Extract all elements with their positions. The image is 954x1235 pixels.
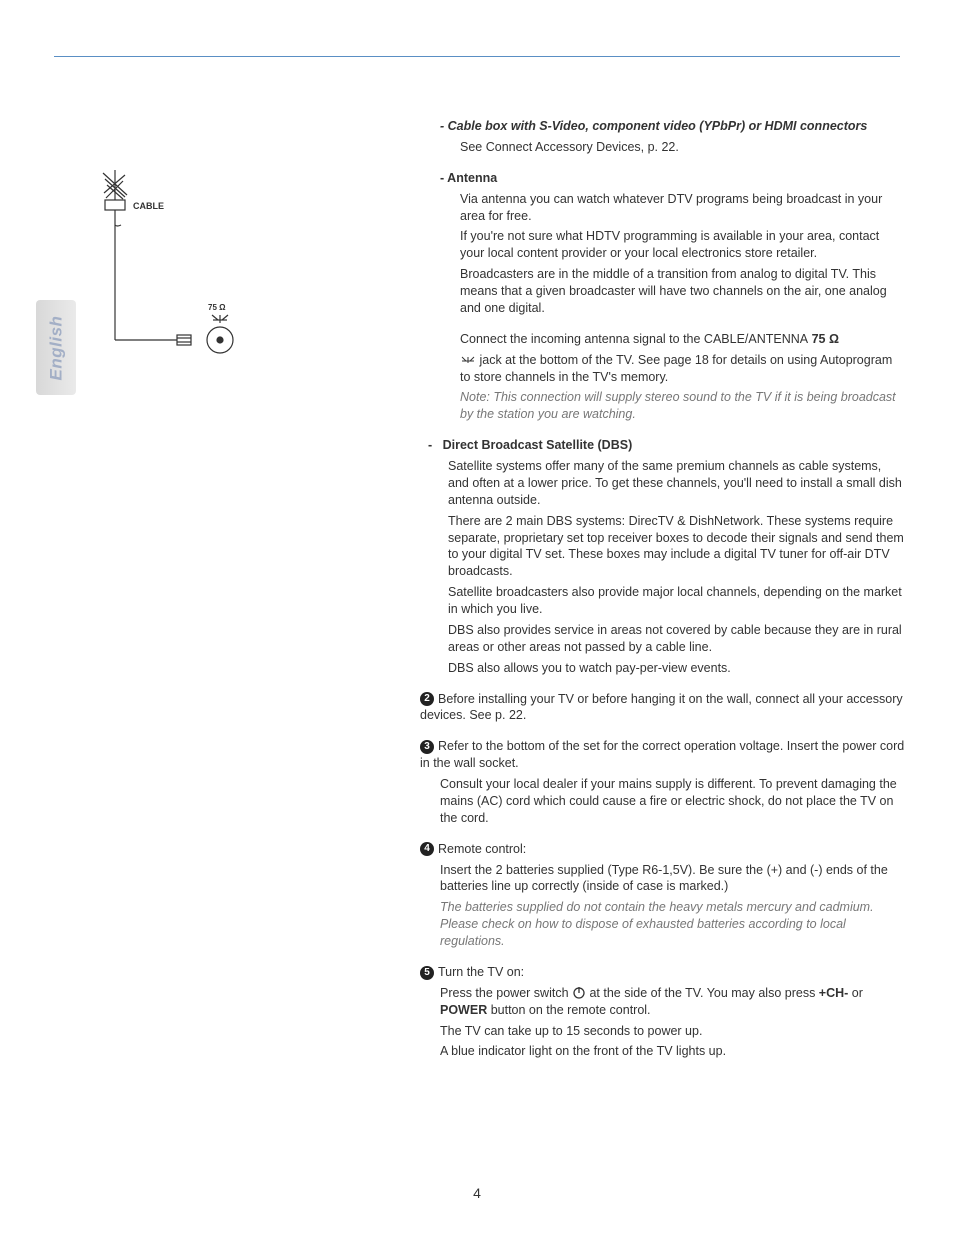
step-4: 4Remote control: Insert the 2 batteries … (420, 841, 905, 950)
power-icon (572, 986, 586, 1000)
language-tab-label: English (46, 315, 66, 380)
page-number: 4 (0, 1185, 954, 1201)
antenna-note: Note: This connection will supply stereo… (460, 389, 905, 423)
antenna-jack: jack at the bottom of the TV. See page 1… (460, 352, 905, 386)
step2-badge: 2 (420, 692, 434, 706)
step4-badge: 4 (420, 842, 434, 856)
cablebox-body: See Connect Accessory Devices, p. 22. (460, 139, 905, 156)
cablebox-title: - Cable box with S-Video, component vide… (440, 118, 905, 135)
step5-badge: 5 (420, 966, 434, 980)
step-5: 5Turn the TV on: Press the power switch … (420, 964, 905, 1060)
dbs-p2: There are 2 main DBS systems: DirecTV & … (448, 513, 905, 581)
section-antenna: - Antenna Via antenna you can watch what… (440, 170, 905, 423)
dbs-p1: Satellite systems offer many of the same… (448, 458, 905, 509)
antenna-jack-icon (460, 355, 476, 365)
step-3: 3Refer to the bottom of the set for the … (420, 738, 905, 826)
dbs-heading: - Direct Broadcast Satellite (DBS) (428, 437, 905, 454)
language-tab: English (36, 300, 76, 395)
antenna-connect: Connect the incoming antenna signal to t… (460, 331, 905, 348)
dbs-p5: DBS also allows you to watch pay-per-vie… (448, 660, 905, 677)
cable-diagram: CABLE 75 Ω (95, 165, 255, 375)
section-cablebox: - Cable box with S-Video, component vide… (440, 118, 905, 156)
antenna-title: - Antenna (440, 170, 905, 187)
step5-line1: Press the power switch at the side of th… (440, 985, 905, 1019)
top-rule (54, 56, 900, 57)
dbs-p3: Satellite broadcasters also provide majo… (448, 584, 905, 618)
antenna-p1: Via antenna you can watch whatever DTV p… (460, 191, 905, 225)
step3-badge: 3 (420, 740, 434, 754)
diagram-ohm-label: 75 Ω (208, 303, 226, 312)
antenna-p2: If you're not sure what HDTV programming… (460, 228, 905, 262)
antenna-p3: Broadcasters are in the middle of a tran… (460, 266, 905, 317)
diagram-cable-label: CABLE (133, 201, 164, 211)
dbs-p4: DBS also provides service in areas not c… (448, 622, 905, 656)
step-2: 2Before installing your TV or before han… (420, 691, 905, 725)
content-body: - Cable box with S-Video, component vide… (440, 118, 905, 1074)
section-dbs: - Direct Broadcast Satellite (DBS) Satel… (428, 437, 905, 676)
